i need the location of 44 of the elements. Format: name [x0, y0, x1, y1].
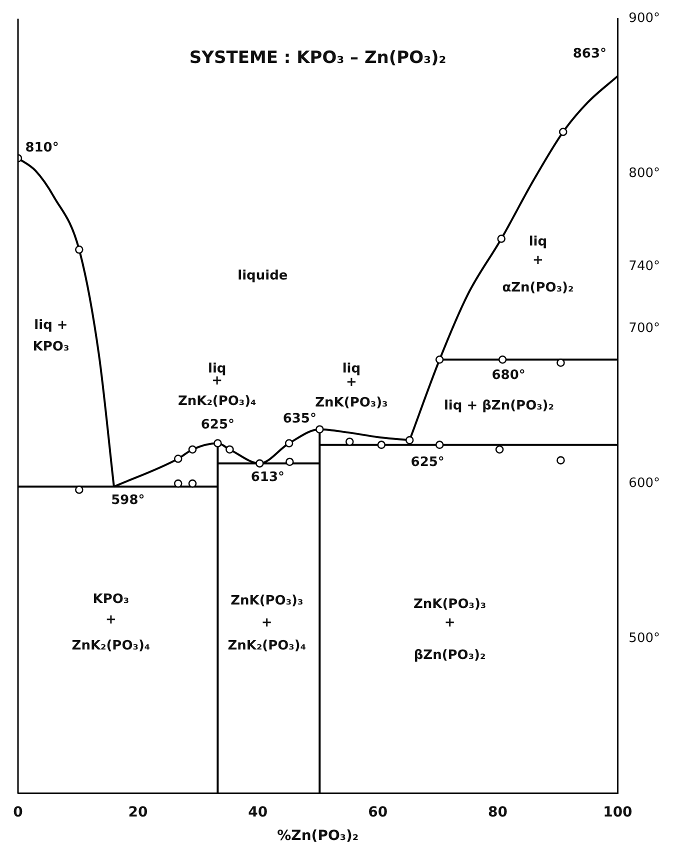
annotation: ZnK₂(PO₃)₄ [228, 638, 306, 654]
annotation: liq [342, 361, 361, 376]
annotation: + [212, 374, 223, 389]
annotation: liquide [238, 268, 288, 284]
x-tick-label: 80 [488, 804, 508, 820]
y-tick-label: 600° [628, 476, 660, 491]
x-tick-label: 60 [368, 804, 388, 820]
y-tick-label: 900° [628, 11, 660, 26]
annotation: + [106, 612, 116, 628]
annotation: liq [208, 361, 226, 376]
y-tick-label: 800° [628, 166, 660, 182]
annotation: ZnK₂(PO₃)₄ [178, 394, 257, 409]
annotation: + [532, 252, 544, 268]
y-tick-label: 700° [628, 321, 660, 336]
annotation: βZn(PO₃)₂ [414, 648, 486, 663]
x-tick-label: 0 [13, 804, 24, 820]
annotation: ZnK(PO₃)₃ [413, 596, 486, 612]
annotation: + [444, 615, 456, 630]
annotation: KPO₃ [92, 592, 130, 608]
y-tick-label: 500° [628, 630, 660, 646]
annotation: 810° [25, 140, 59, 156]
annotation: 625° [410, 455, 444, 470]
annotation: + [346, 375, 357, 390]
x-tick-label: 40 [248, 804, 268, 820]
annotation: liq + [34, 318, 68, 333]
annotation: 613° [250, 470, 284, 485]
annotation: ZnK(PO₃)₃ [230, 594, 304, 609]
x-tick-label: 100 [603, 804, 633, 820]
x-tick-label: 20 [128, 804, 148, 820]
annotation: ZnK(PO₃)₃ [315, 395, 388, 410]
y-tick-label: 740° [628, 259, 660, 274]
annotation: 598° [111, 493, 145, 508]
annotation: 863° [572, 46, 607, 62]
annotation: αZn(PO₃)₂ [502, 280, 574, 296]
annotation: liq [528, 234, 548, 250]
text: SYSTEME : KPO₃ – Zn(PO₃)₂ [189, 48, 446, 68]
x-axis-title: %Zn(PO₃)₂ [277, 828, 359, 844]
annotation: KPO₃ [32, 340, 70, 355]
annotation: 635° [282, 412, 316, 427]
annotation: + [261, 615, 272, 630]
annotation: ZnK₂(PO₃)₄ [72, 638, 150, 654]
annotation: 625° [200, 418, 235, 433]
annotation: 680° [492, 368, 526, 383]
annotation: liq + βZn(PO₃)₂ [444, 398, 554, 414]
